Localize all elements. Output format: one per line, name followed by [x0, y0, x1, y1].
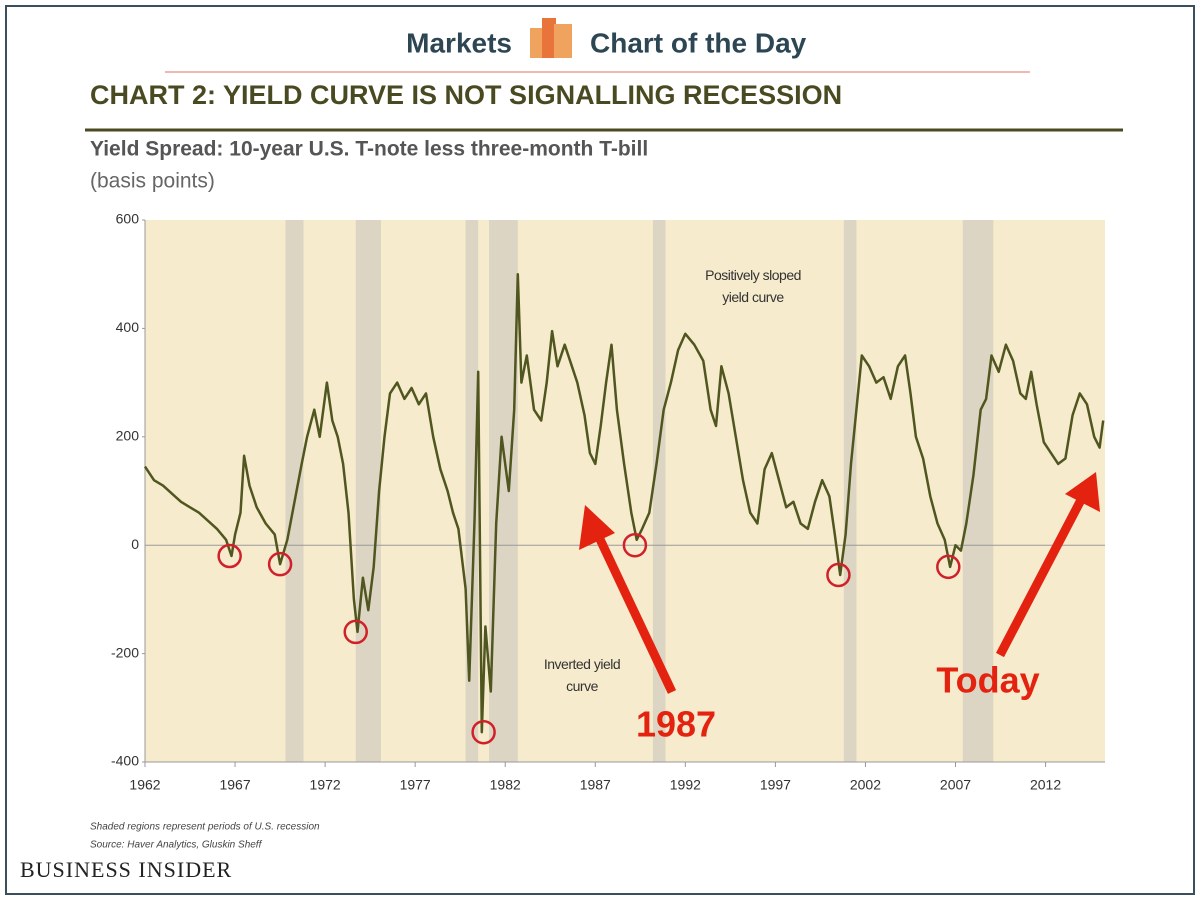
x-tick-label: 1972: [310, 777, 341, 793]
y-tick-label: 0: [131, 536, 139, 552]
highlight-circle: [622, 532, 648, 558]
highlight-circle: [936, 554, 961, 580]
x-tick-label: 1967: [219, 777, 250, 793]
y-tick-label: 600: [116, 211, 140, 227]
callout: 1987: [636, 704, 716, 745]
brand: BUSINESS INSIDER: [20, 857, 232, 882]
annotation: Inverted yield curve: [544, 656, 620, 694]
line: [143, 272, 1105, 734]
y-axis-label: (basis points): [90, 170, 215, 193]
recession-band: [355, 220, 381, 762]
highlight-circle: [471, 719, 496, 745]
arrow-1987: [579, 505, 677, 694]
x-tick-label: 2007: [940, 777, 971, 793]
recession-band: [465, 220, 479, 762]
annotation-line: Positively sloped: [705, 267, 801, 283]
recession-band: [962, 220, 994, 762]
highlight-circle: [267, 551, 293, 577]
plot: -400 -200 0 200 400 600 1962 1967 1972 1977 1982 19…: [111, 211, 1105, 793]
y-tick-label: 400: [116, 319, 140, 335]
annotation: Positively sloped yield curve: [705, 267, 801, 305]
recession-band: [489, 220, 518, 762]
x-tick-label: 1982: [490, 777, 521, 793]
x-tick-label: 2012: [1030, 777, 1061, 793]
chart-title: CHART 2: YIELD CURVE IS NOT SIGNALLING R…: [90, 80, 842, 110]
arrow-today: [996, 472, 1100, 658]
note: Shaded regions represent periods of U.S.…: [90, 822, 320, 833]
plot-background: [145, 220, 1105, 762]
highlight-circle: [343, 619, 368, 645]
recession-band: [285, 220, 304, 762]
subtitle: Yield Spread: 10-year U.S. T-note less t…: [90, 138, 648, 161]
recession-band: [652, 220, 666, 762]
header-right: Chart of the Day: [590, 27, 807, 58]
annotation-line: yield curve: [722, 289, 784, 305]
header-left: Markets: [406, 27, 512, 58]
y-tick-label: -400: [111, 753, 139, 769]
x-tick-label: 1997: [760, 777, 791, 793]
highlight-circle: [826, 562, 851, 588]
x-tick-label: 1977: [400, 777, 431, 793]
x-tick-label: 1987: [580, 777, 611, 793]
highlight-circle: [217, 543, 242, 569]
note: Source: Haver Analytics, Gluskin Sheff: [90, 840, 263, 851]
x-tick-label: 1992: [670, 777, 701, 793]
callout: Today: [936, 660, 1039, 701]
y-tick-label: 200: [116, 428, 140, 444]
annotation-line: Inverted yield: [544, 656, 620, 672]
annotation-line: curve: [566, 678, 598, 694]
x-tick-label: 2002: [850, 777, 881, 793]
logo: [530, 18, 572, 58]
y-tick-label: -200: [111, 644, 139, 660]
x-tick-label: 1962: [129, 777, 160, 793]
